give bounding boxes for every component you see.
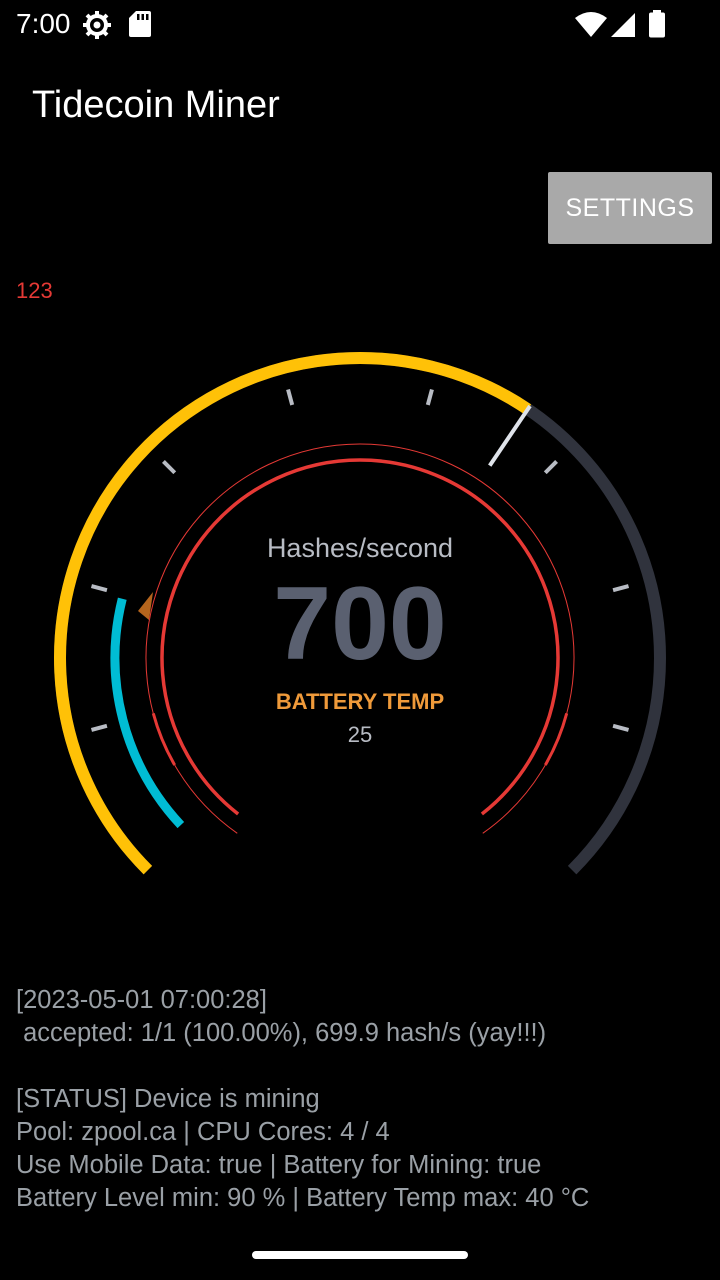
- hashrate-gauge: [54, 352, 666, 875]
- log-spacer: [16, 1050, 716, 1083]
- gauge-tick: [612, 723, 630, 732]
- home-indicator[interactable]: [252, 1251, 468, 1259]
- log-line: Pool: zpool.ca | CPU Cores: 4 / 4: [16, 1118, 390, 1146]
- battery-temp-label: BATTERY TEMP: [275, 689, 445, 714]
- gauge-progress: [54, 352, 532, 875]
- log-line: Battery Level min: 90 % | Battery Temp m…: [16, 1184, 590, 1212]
- log-line: [STATUS] Device is mining: [16, 1085, 320, 1113]
- gauge-needle: [488, 404, 532, 467]
- inner-ring-segment: [544, 712, 569, 766]
- gauge-label: Hashes/second: [266, 533, 454, 563]
- gauge-tick: [90, 723, 108, 732]
- gauge-tick: [612, 584, 630, 593]
- battery-temp-value: 25: [347, 722, 373, 747]
- status-bar: 7:00: [0, 0, 720, 48]
- log-line: accepted: 1/1 (100.00%), 699.9 hash/s (y…: [16, 1019, 547, 1047]
- app-title: Tidecoin Miner: [32, 84, 280, 126]
- gauge-tick: [286, 388, 295, 406]
- inner-ring: [160, 458, 560, 816]
- gear-icon: [83, 11, 111, 39]
- log-line: [2023-05-01 07:00:28]: [16, 986, 267, 1014]
- log-line: Use Mobile Data: true | Battery for Mini…: [16, 1151, 542, 1179]
- temp-arc: [110, 597, 185, 829]
- battery-icon: [649, 10, 665, 38]
- status-time: 7:00: [16, 8, 71, 39]
- mining-log: [2023-05-01 07:00:28] accepted: 1/1 (100…: [16, 984, 716, 1215]
- gauge-tick: [162, 460, 177, 475]
- sdcard-icon: [129, 11, 151, 37]
- settings-button[interactable]: SETTINGS: [548, 172, 712, 244]
- gauge-tick: [90, 584, 108, 593]
- gauge-tick: [543, 460, 558, 475]
- gauge-value: 700: [273, 566, 447, 682]
- counter-value: 123: [16, 278, 53, 303]
- inner-ring-segment: [151, 712, 176, 766]
- signal-icon: [611, 13, 635, 37]
- gauge-tick: [425, 388, 434, 406]
- temp-marker-icon: [138, 592, 153, 620]
- inner-ring-thin: [145, 443, 575, 834]
- wifi-icon: [575, 12, 607, 37]
